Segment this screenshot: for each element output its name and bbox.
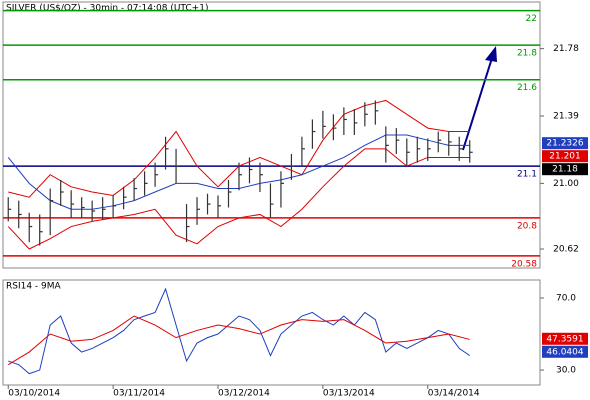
y-tick-label: 21.00 [553,179,579,189]
level-label: 21.6 [517,83,537,93]
x-tick-label: 03/12/2014 [218,389,270,399]
y-tick-label: 21.78 [553,44,579,54]
value-box [542,163,588,176]
rsi-ma-line [7,315,470,366]
value-box [542,150,588,163]
overlay-line [7,148,470,250]
trend-arrow [462,46,497,151]
value-box-label: 21.201 [549,152,581,162]
value-box-label: 21.18 [552,165,578,175]
rsi-title: RSI14 - 9MA [6,282,62,292]
value-box-label: 46.0404 [546,347,583,357]
x-tick-label: 03/14/2014 [428,389,480,399]
value-box [542,332,588,345]
y-tick-label: 20.62 [553,245,579,255]
x-tick-label: 03/11/2014 [113,389,165,399]
y-tick-label: 30.0 [556,366,576,376]
level-label: 22 [526,14,537,24]
level-label: 20.58 [511,259,537,269]
level-label: 21.1 [517,170,537,180]
rsi-line [8,287,471,375]
value-box [542,137,588,150]
value-box-label: 21.2326 [546,139,583,149]
chart-title: SILVER (US$/OZ) - 30min - 07:14:08 (UTC+… [6,4,208,14]
level-label: 21.8 [517,49,537,59]
value-box-label: 47.3591 [546,334,583,344]
y-tick-label: 21.39 [553,112,579,122]
level-label: 20.8 [517,221,537,231]
rsi-panel [2,279,541,386]
price-panel [2,1,541,269]
y-tick-label: 70.0 [556,294,576,304]
value-box [542,345,588,358]
x-tick-label: 03/10/2014 [8,389,60,399]
x-tick-label: 03/13/2014 [323,389,375,399]
